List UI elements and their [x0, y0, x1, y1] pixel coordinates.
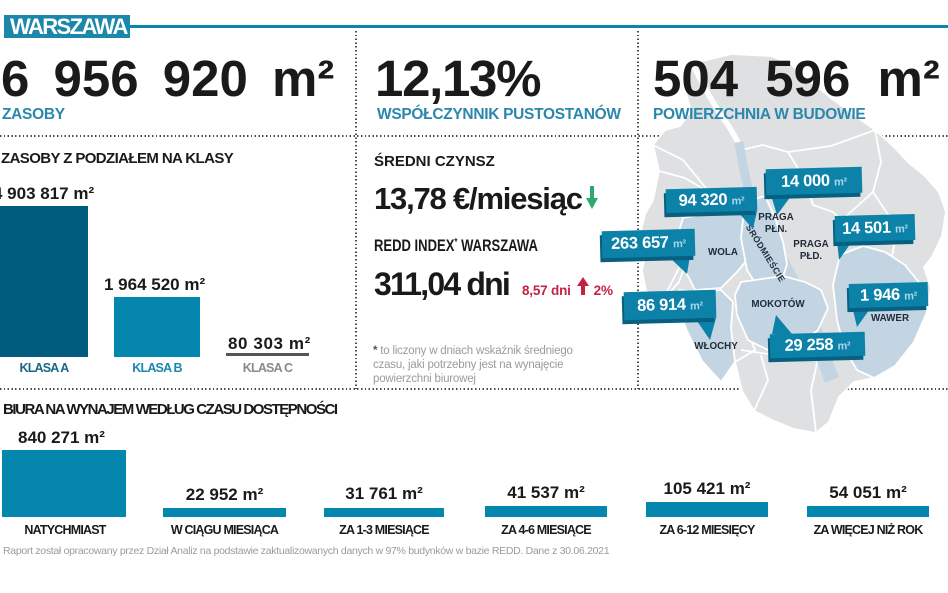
svg-text:PŁD.: PŁD.: [800, 251, 823, 262]
svg-text:MOKOTÓW: MOKOTÓW: [751, 298, 805, 310]
svg-text:PRAGA: PRAGA: [793, 239, 828, 250]
svg-text:WOLA: WOLA: [708, 247, 738, 258]
svg-text:PRAGA: PRAGA: [758, 212, 793, 223]
svg-text:PŁN.: PŁN.: [765, 224, 788, 235]
svg-text:WAWER: WAWER: [871, 313, 909, 324]
svg-text:WŁOCHY: WŁOCHY: [694, 341, 738, 352]
